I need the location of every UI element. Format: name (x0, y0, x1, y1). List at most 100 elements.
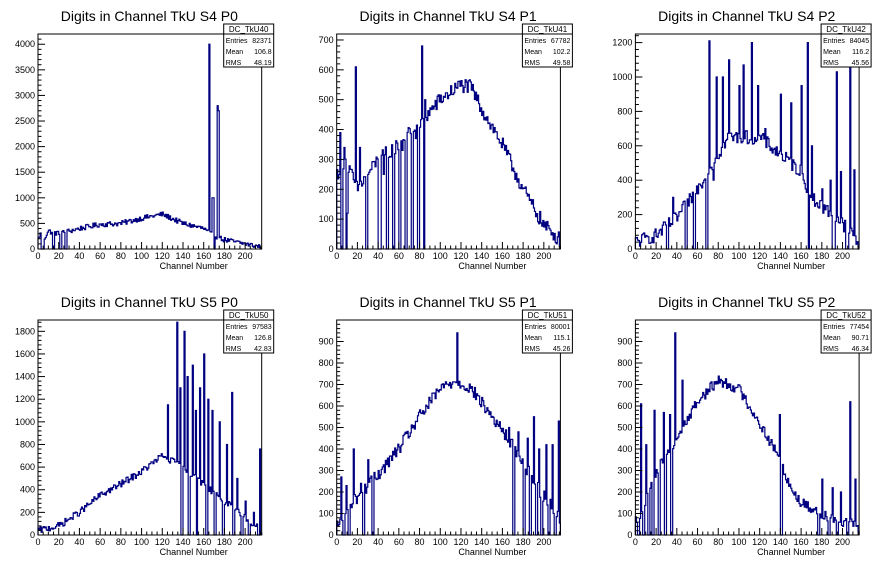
x-tick-label: 60 (394, 251, 404, 261)
stats-value-rms: 42.83 (254, 346, 272, 353)
histogram-panel: Digits in Channel TkU S4 P2 0 20 40 60 80 100 1… (612, 8, 872, 271)
stats-box (820, 309, 872, 354)
x-tick-label: 20 (651, 537, 661, 547)
x-tick-label: 0 (35, 251, 40, 261)
x-tick-label: 80 (116, 537, 126, 547)
plot-frame (634, 33, 860, 250)
y-tick-label: 100 (319, 509, 334, 519)
x-tick-label: 20 (651, 251, 661, 261)
y-tick-label: 0 (627, 244, 632, 254)
y-tick-label: 100 (617, 509, 632, 519)
stats-value-mean: 116.2 (852, 49, 869, 56)
x-axis-label: Channel Number (757, 547, 825, 557)
y-tick-label: 700 (617, 380, 632, 390)
x-tick-label: 200 (835, 537, 850, 547)
stats-label-rms: RMS (226, 346, 242, 353)
x-tick-label: 140 (175, 537, 190, 547)
y-tick-label: 200 (319, 487, 334, 497)
x-tick-label: 20 (352, 537, 362, 547)
stats-box (521, 23, 573, 68)
x-tick-label: 140 (474, 251, 489, 261)
y-tick-label: 1200 (612, 38, 632, 48)
x-tick-label: 160 (196, 251, 211, 261)
y-tick-label: 400 (617, 175, 632, 185)
stats-label-rms: RMS (524, 346, 540, 353)
y-tick-label: 400 (319, 125, 334, 135)
chart-title: Digits in Channel TkU S5 P0 (61, 294, 238, 310)
y-tick-label: 500 (617, 423, 632, 433)
y-tick-label: 600 (20, 462, 35, 472)
y-tick-label: 1200 (15, 394, 35, 404)
x-tick-label: 40 (74, 537, 84, 547)
stats-value-mean: 102.2 (553, 49, 571, 56)
y-tick-label: 2500 (15, 116, 35, 126)
y-tick-label: 0 (30, 530, 35, 540)
x-tick-label: 20 (352, 251, 362, 261)
y-tick-label: 700 (319, 35, 334, 45)
x-tick-label: 60 (693, 537, 703, 547)
chart-title: Digits in Channel TkU S4 P0 (61, 8, 238, 24)
histogram-series-line (336, 45, 561, 250)
y-tick-label: 1000 (15, 193, 35, 203)
histogram-series-line (634, 40, 860, 250)
x-tick-label: 140 (474, 537, 489, 547)
x-tick-label: 20 (54, 251, 64, 261)
stats-label-mean: Mean (823, 335, 841, 342)
x-tick-label: 160 (794, 251, 809, 261)
x-tick-label: 40 (373, 537, 383, 547)
x-tick-label: 120 (752, 537, 767, 547)
stats-name: DC_TkU51 (528, 311, 568, 320)
x-tick-label: 40 (672, 251, 682, 261)
stats-value-entries: 80001 (551, 324, 571, 331)
y-tick-label: 600 (319, 401, 334, 411)
x-tick-label: 180 (516, 537, 531, 547)
histogram-panel: Digits in Channel TkU S5 P0 0 20 40 60 80 100 1… (15, 294, 275, 557)
histogram-panel: Digits in Channel TkU S5 P1 0 20 40 60 80 100 1… (319, 294, 573, 557)
x-tick-label: 160 (196, 537, 211, 547)
x-tick-label: 0 (334, 537, 339, 547)
stats-value-entries: 97583 (252, 324, 272, 331)
histogram-series-line (634, 332, 860, 536)
x-tick-label: 140 (773, 251, 788, 261)
y-tick-label: 200 (319, 184, 334, 194)
stats-name: DC_TkU41 (528, 25, 568, 34)
x-tick-label: 200 (536, 537, 551, 547)
y-tick-label: 1500 (15, 167, 35, 177)
y-tick-label: 800 (319, 358, 334, 368)
y-tick-label: 4000 (15, 39, 35, 49)
x-tick-label: 100 (731, 537, 746, 547)
y-tick-label: 500 (20, 218, 35, 228)
x-tick-label: 0 (633, 537, 638, 547)
y-tick-label: 600 (319, 65, 334, 75)
stats-label-entries: Entries (524, 324, 546, 331)
stats-value-rms: 49.58 (553, 60, 571, 67)
x-tick-label: 160 (495, 537, 510, 547)
stats-label-mean: Mean (524, 335, 542, 342)
x-tick-label: 80 (713, 537, 723, 547)
histogram-panel: Digits in Channel TkU S4 P1 0 20 40 60 80 100 1… (319, 8, 573, 271)
x-tick-label: 20 (54, 537, 64, 547)
y-tick-label: 1000 (612, 72, 632, 82)
x-tick-label: 200 (238, 251, 253, 261)
stats-value-mean: 115.1 (553, 335, 570, 342)
chart-title: Digits in Channel TkU S4 P2 (658, 8, 835, 24)
x-tick-label: 140 (773, 537, 788, 547)
x-tick-label: 120 (453, 537, 468, 547)
x-tick-label: 180 (217, 537, 232, 547)
y-tick-label: 300 (319, 466, 334, 476)
x-tick-label: 120 (453, 251, 468, 261)
y-tick-label: 0 (329, 530, 334, 540)
y-tick-label: 1000 (15, 417, 35, 427)
y-tick-label: 900 (319, 337, 334, 347)
y-tick-label: 200 (617, 487, 632, 497)
x-tick-label: 40 (672, 537, 682, 547)
y-tick-label: 200 (617, 210, 632, 220)
stats-label-entries: Entries (524, 38, 546, 45)
y-tick-label: 200 (20, 507, 35, 517)
x-tick-label: 0 (334, 251, 339, 261)
y-tick-label: 3500 (15, 65, 35, 75)
x-axis-label: Channel Number (458, 261, 526, 271)
stats-label-rms: RMS (226, 60, 242, 67)
x-tick-label: 160 (495, 251, 510, 261)
stats-label-rms: RMS (823, 346, 839, 353)
